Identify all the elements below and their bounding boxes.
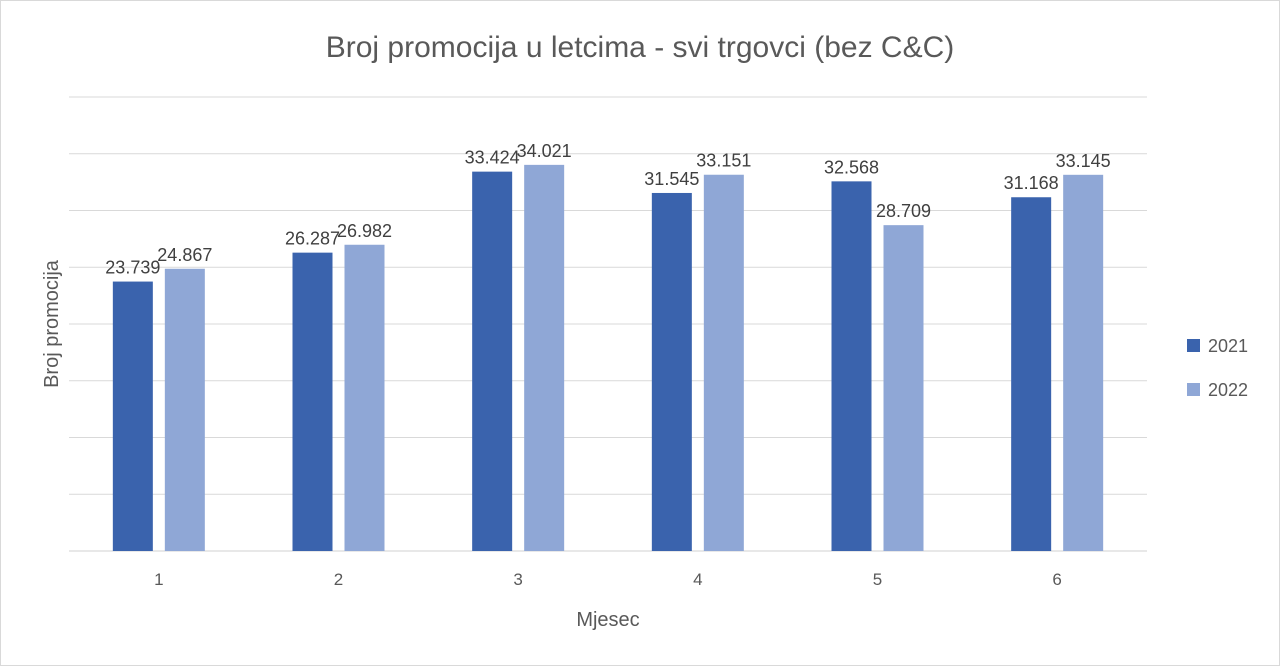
bar-2022-6 [1063,174,1104,551]
data-label-2022-1: 24.867 [157,245,212,265]
legend-swatch-2022 [1187,383,1200,396]
chart-title: Broj promocija u letcima - svi trgovci (… [326,31,955,64]
data-label-2022-3: 34.021 [517,141,572,161]
legend-label-2021: 2021 [1208,336,1248,356]
data-label-2021-3: 33.424 [465,148,520,168]
x-axis-title: Mjesec [576,609,639,631]
bar-2022-4 [703,174,744,551]
bars [112,164,1104,552]
bar-2021-6 [1011,197,1052,551]
x-tick-labels: 1 2 3 4 5 6 [154,570,1062,589]
x-tick-label-2: 2 [334,570,343,589]
bar-2022-3 [524,164,565,552]
data-label-2021-6: 31.168 [1004,173,1059,193]
x-tick-label-6: 6 [1052,570,1061,589]
data-label-2022-5: 28.709 [876,201,931,221]
data-label-2022-4: 33.151 [696,151,751,171]
data-label-2021-5: 32.568 [824,157,879,177]
bar-2021-1 [112,281,153,551]
bar-2021-4 [651,192,692,552]
y-axis-title: Broj promocija [41,259,63,388]
x-tick-label-5: 5 [873,570,882,589]
bar-2022-5 [883,225,924,552]
data-label-2022-2: 26.982 [337,221,392,241]
bar-2021-3 [472,171,513,551]
legend-label-2022: 2022 [1208,380,1248,400]
data-label-2022-6: 33.145 [1056,151,1111,171]
data-label-2021-4: 31.545 [644,169,699,189]
legend-swatch-2021 [1187,339,1200,352]
x-tick-label-1: 1 [154,570,163,589]
data-label-2021-1: 23.739 [105,258,160,278]
x-tick-label-3: 3 [513,570,522,589]
gridlines [69,96,1147,552]
data-label-2021-2: 26.287 [285,229,340,249]
bar-2021-2 [292,252,333,551]
bar-2022-2 [344,244,385,551]
bar-2022-1 [164,268,205,551]
bar-2021-5 [831,181,872,551]
legend: 2021 2022 [1187,336,1248,400]
x-tick-label-4: 4 [693,570,702,589]
